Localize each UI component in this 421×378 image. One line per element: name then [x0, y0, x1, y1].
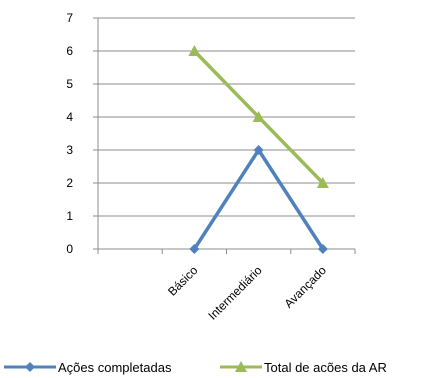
data-point-triangle: [188, 45, 201, 56]
legend-marker-diamond: [25, 362, 35, 372]
data-point-diamond: [253, 145, 264, 155]
data-point-diamond: [189, 244, 200, 254]
y-tick-label: 0: [66, 242, 73, 256]
y-tick-label: 6: [66, 44, 73, 58]
data-point-diamond: [317, 244, 328, 254]
series-1: [189, 145, 328, 254]
y-tick-label: 1: [66, 209, 73, 223]
legend: Ações completadas Total de acões da AR: [4, 360, 387, 375]
series-layer: [188, 45, 329, 254]
legend-item-1: Ações completadas: [4, 360, 172, 375]
data-point-triangle: [252, 111, 265, 122]
axes: [97, 18, 355, 250]
series-2: [188, 45, 329, 188]
x-tick-label: Básico: [165, 263, 201, 299]
x-axis-ticks: Básico Intermediário Avançado: [97, 249, 356, 323]
gridlines: [98, 17, 355, 217]
y-tick-label: 7: [66, 11, 73, 25]
y-tick-label: 4: [66, 110, 73, 124]
y-tick-label: 5: [66, 77, 73, 91]
legend-marker-triangle: [235, 361, 247, 372]
legend-label: Ações completadas: [58, 360, 172, 375]
x-tick-label: Intermediário: [205, 263, 265, 323]
legend-label: Total de acões da AR: [264, 360, 387, 375]
y-tick-label: 3: [66, 143, 73, 157]
x-tick-label: Avançado: [282, 263, 330, 311]
legend-item-2: Total de acões da AR: [220, 360, 387, 375]
y-axis-ticks: 0 1 2 3 4 5 6 7: [66, 11, 98, 256]
y-tick-label: 2: [66, 176, 73, 190]
data-point-triangle: [316, 177, 329, 188]
